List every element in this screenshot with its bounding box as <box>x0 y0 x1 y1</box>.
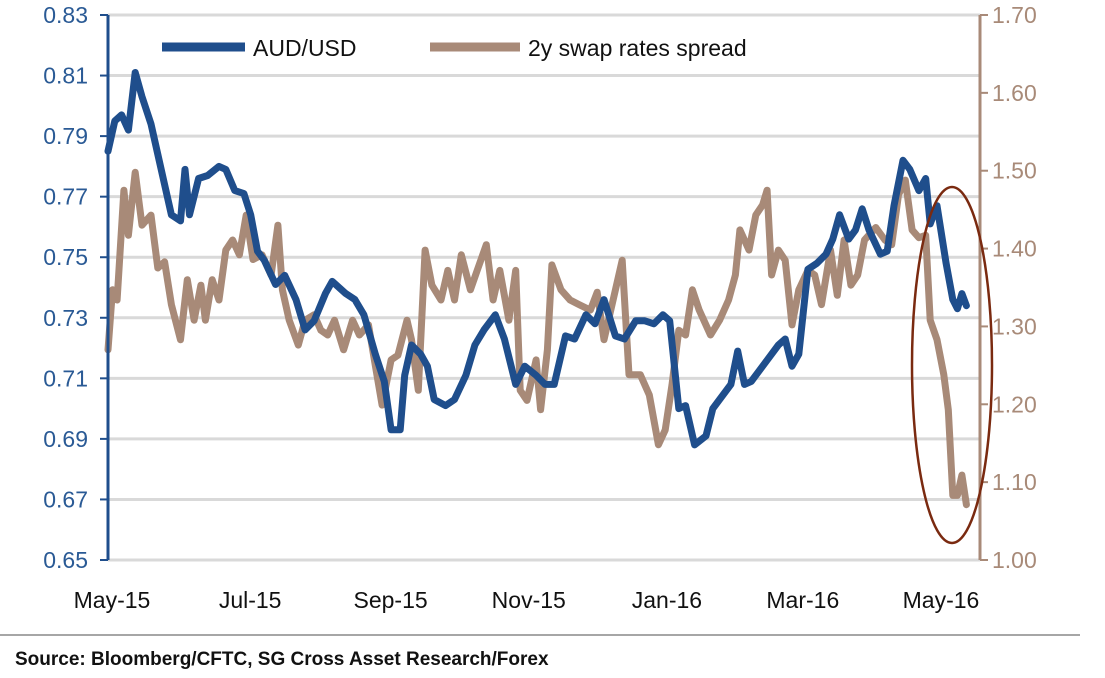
right-tick-label: 1.60 <box>992 80 1037 106</box>
left-tick-label: 0.81 <box>43 63 88 89</box>
legend: AUD/USD 2y swap rates spread <box>162 35 747 61</box>
series-lines <box>104 69 970 509</box>
left-tick-label: 0.69 <box>43 426 88 452</box>
right-tick-label: 1.00 <box>992 547 1037 573</box>
x-tick-label: May-15 <box>74 587 151 613</box>
legend-label-spread: 2y swap rates spread <box>528 35 747 61</box>
gridlines <box>108 13 980 562</box>
x-tick-label: Mar-16 <box>766 587 839 613</box>
x-tick-label: Jul-15 <box>219 587 282 613</box>
right-tick-label: 1.50 <box>992 158 1037 184</box>
right-axis-ticks: 1.00 1.10 1.20 1.30 1.40 1.50 1.60 1.70 <box>980 2 1037 573</box>
left-tick-label: 0.75 <box>43 244 88 270</box>
left-tick-label: 0.71 <box>43 365 88 391</box>
left-tick-label: 0.77 <box>43 184 88 210</box>
left-tick-label: 0.73 <box>43 305 88 331</box>
x-axis-ticks: May-15 Jul-15 Sep-15 Nov-15 Jan-16 Mar-16 May-… <box>74 587 980 613</box>
series-line-audusd <box>104 69 970 449</box>
x-tick-label: Sep-15 <box>354 587 428 613</box>
left-tick-label: 0.67 <box>43 486 88 512</box>
left-axis-ticks: 0.65 0.67 0.69 0.71 0.73 0.75 0.77 0.79 0.81 0.83 <box>43 2 108 573</box>
right-tick-label: 1.40 <box>992 236 1037 262</box>
series-line-spread <box>104 168 970 509</box>
x-tick-label: Nov-15 <box>492 587 566 613</box>
highlight-ellipse <box>910 185 994 545</box>
right-tick-label: 1.20 <box>992 391 1037 417</box>
x-tick-label: May-16 <box>903 587 980 613</box>
legend-label-audusd: AUD/USD <box>253 35 357 61</box>
left-tick-label: 0.65 <box>43 547 88 573</box>
left-tick-label: 0.83 <box>43 2 88 28</box>
right-tick-label: 1.70 <box>992 2 1037 28</box>
source-note: Source: Bloomberg/CFTC, SG Cross Asset R… <box>15 649 549 670</box>
right-tick-label: 1.10 <box>992 469 1037 495</box>
x-tick-label: Jan-16 <box>632 587 702 613</box>
right-tick-label: 1.30 <box>992 313 1037 339</box>
left-tick-label: 0.79 <box>43 123 88 149</box>
